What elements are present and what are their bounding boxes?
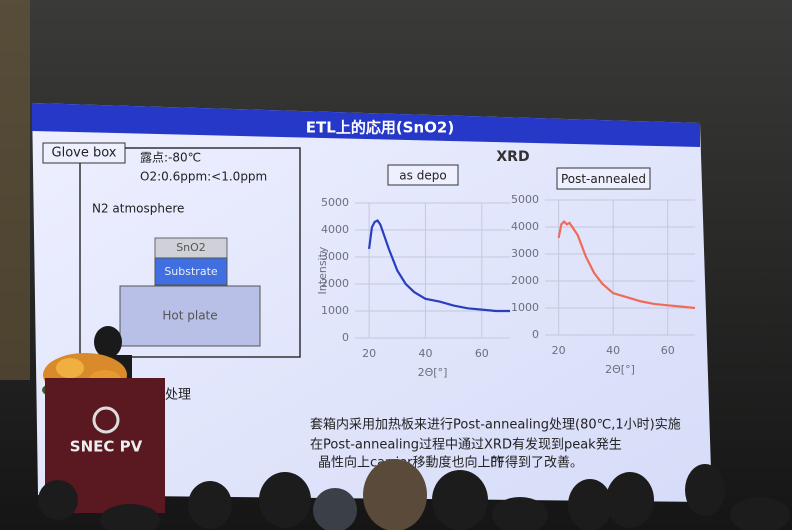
- atmosphere: N2 atmosphere: [92, 202, 184, 216]
- y-tick-label: 1000: [321, 304, 349, 317]
- hot-plate: [119, 285, 261, 347]
- charts: as depo 0 1000 2000 3000 4000 5000 20 40 60 2Θ[°] I…: [316, 164, 696, 379]
- y-tick-label: 3000: [511, 247, 539, 260]
- y-axis-label: Intensity: [316, 246, 329, 294]
- speaker: [94, 326, 122, 358]
- oxygen: O2:0.6ppm:<1.0ppm: [140, 170, 267, 184]
- audience: [38, 459, 790, 530]
- slide: [32, 103, 712, 502]
- y-tick-label: 2000: [511, 274, 539, 287]
- layer-label: Substrate: [164, 265, 218, 278]
- glove-box-label: Glove box: [52, 146, 117, 161]
- y-tick-label: 5000: [511, 193, 539, 206]
- bullet: 处理: [165, 388, 191, 403]
- substrate-layer: [154, 257, 228, 286]
- data-line: [368, 219, 510, 313]
- y-tick-label: 4000: [511, 220, 539, 233]
- dew-point: 露点:-80℃: [140, 151, 201, 165]
- bullet: 晶性向上carrier移動度也向上的: [318, 455, 504, 471]
- title-bar: [32, 103, 700, 147]
- chart-title: Post-annealed: [561, 172, 646, 186]
- podium-text: SNEC PV: [70, 438, 143, 456]
- x-tick-label: 20: [362, 347, 376, 360]
- wall-light: [0, 0, 30, 380]
- layer-label: SnO2: [176, 241, 206, 254]
- x-axis-label: 2Θ[°]: [418, 366, 448, 379]
- y-tick-label: 3000: [321, 250, 349, 263]
- glove-box-label-box: [42, 142, 126, 164]
- glove-box: [79, 147, 301, 358]
- x-tick-label: 60: [475, 347, 489, 360]
- x-tick-label: 20: [552, 344, 566, 357]
- chart-title: as depo: [399, 169, 446, 183]
- y-tick-label: 2000: [321, 277, 349, 290]
- title-box: [556, 167, 651, 190]
- y-tick-label: 0: [532, 328, 539, 341]
- data-line: [557, 220, 696, 310]
- podium-logo: [92, 406, 120, 434]
- bullet: FF得到了改善。: [490, 455, 583, 471]
- bullet: 套箱内采用加热板来进行Post-annealing处理(80℃,1小时)实施: [310, 417, 681, 433]
- x-tick-label: 60: [661, 344, 675, 357]
- x-tick-label: 40: [418, 347, 432, 360]
- title-box: [387, 164, 459, 186]
- layer-label: Hot plate: [162, 309, 217, 323]
- y-tick-label: 0: [342, 331, 349, 344]
- slide-title: ETL上的応用(SnO2): [306, 119, 454, 137]
- y-tick-label: 1000: [511, 301, 539, 314]
- y-tick-label: 4000: [321, 223, 349, 236]
- y-tick-label: 5000: [321, 196, 349, 209]
- xrd-title: XRD: [496, 149, 529, 165]
- bullet: 在Post-annealing过程中通过XRD有发现到peak発生: [310, 437, 622, 453]
- x-axis-label: 2Θ[°]: [605, 363, 635, 376]
- x-tick-label: 40: [606, 344, 620, 357]
